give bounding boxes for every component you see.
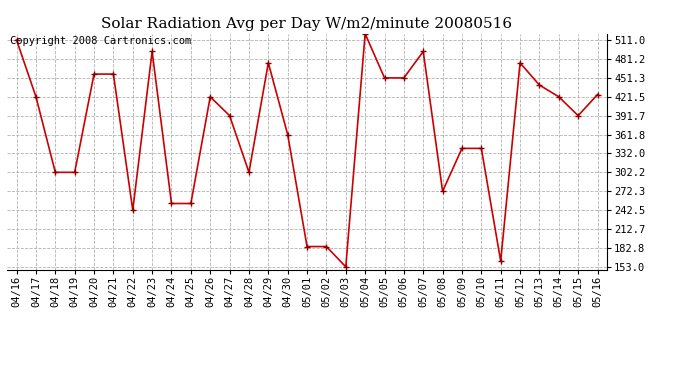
Text: Copyright 2008 Cartronics.com: Copyright 2008 Cartronics.com [10,36,191,46]
Title: Solar Radiation Avg per Day W/m2/minute 20080516: Solar Radiation Avg per Day W/m2/minute … [101,17,513,31]
